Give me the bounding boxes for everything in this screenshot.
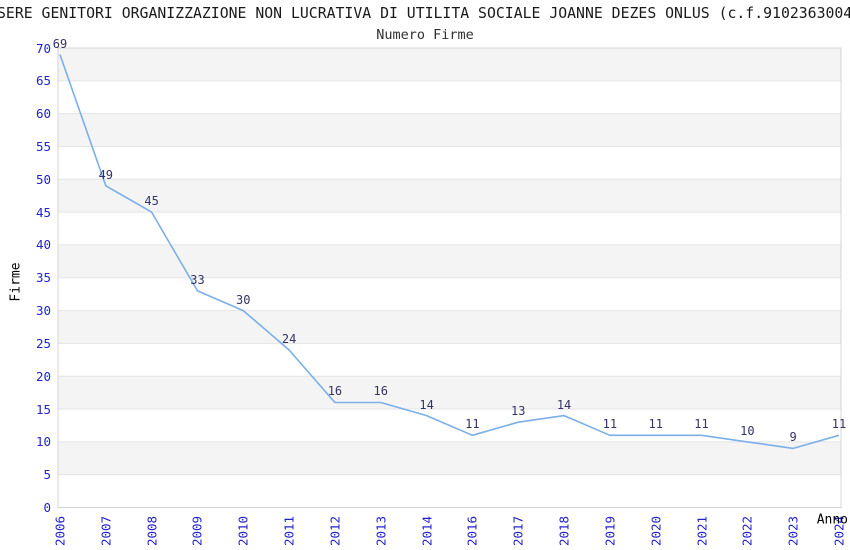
x-tick-label: 2014 — [419, 515, 435, 547]
data-point-label: 33 — [190, 272, 205, 287]
y-tick-label: 70 — [35, 40, 51, 56]
y-tick-label: 10 — [35, 434, 51, 450]
y-tick-label: 5 — [43, 467, 51, 483]
y-tick-label: 65 — [35, 73, 51, 89]
x-tick-label: 2018 — [556, 515, 572, 547]
x-axis-title: Anno — [816, 512, 848, 528]
x-tick-label: 2013 — [373, 515, 389, 547]
x-tick-label: 2017 — [510, 515, 526, 547]
y-tick-label: 30 — [35, 303, 51, 319]
plot-band — [58, 113, 841, 147]
x-tick-label: 2006 — [52, 515, 68, 547]
plot-band — [58, 310, 841, 344]
data-point-label: 9 — [789, 430, 797, 445]
y-tick-label: 50 — [35, 171, 51, 187]
data-point-label: 13 — [511, 404, 526, 419]
plot-band — [58, 244, 841, 278]
x-tick-label: 2010 — [235, 515, 251, 547]
plot-band — [58, 441, 841, 475]
data-point-label: 11 — [602, 417, 618, 432]
y-tick-label: 45 — [35, 204, 51, 220]
y-tick-label: 55 — [35, 138, 51, 154]
data-point-label: 14 — [556, 397, 572, 412]
data-point-label: 16 — [373, 384, 388, 399]
x-tick-label: 2007 — [98, 515, 114, 547]
plot-border — [57, 47, 842, 508]
plot-band — [58, 376, 841, 410]
data-point-label: 11 — [831, 417, 847, 432]
x-tick-label: 2012 — [327, 515, 343, 547]
x-tick-label: 2009 — [189, 515, 205, 547]
data-point-label: 16 — [327, 384, 343, 399]
data-point-label: 11 — [694, 417, 709, 432]
x-tick-label: 2016 — [464, 515, 480, 547]
x-tick-label: 2011 — [281, 515, 297, 547]
x-tick-label: 2021 — [694, 515, 710, 547]
data-point-label: 45 — [144, 194, 159, 209]
y-tick-label: 0 — [43, 500, 51, 515]
data-point-label: 14 — [419, 397, 434, 412]
y-tick-label: 60 — [35, 106, 51, 122]
x-tick-label: 2020 — [648, 515, 664, 547]
x-tick-label: 2022 — [739, 515, 755, 547]
y-tick-label: 20 — [35, 368, 51, 384]
y-tick-label: 35 — [35, 270, 51, 286]
data-point-label: 49 — [98, 167, 114, 182]
x-tick-label: 2008 — [144, 515, 160, 547]
plot-bands — [58, 48, 841, 475]
plot-band — [58, 48, 841, 81]
data-point-label: 10 — [740, 423, 755, 438]
plot-band — [58, 179, 841, 213]
chart-subtitle: Numero Firme — [376, 27, 474, 43]
series-line — [59, 54, 840, 450]
x-tick-label: 2019 — [602, 515, 618, 547]
y-tick-label: 40 — [35, 237, 51, 253]
data-point-label: 69 — [52, 36, 68, 51]
chart-title: SERE GENITORI ORGANIZZAZIONE NON LUCRATI… — [0, 5, 850, 22]
data-point-label: 11 — [648, 417, 663, 432]
y-tick-label: 15 — [35, 401, 51, 417]
x-tick-label: 2023 — [785, 515, 801, 547]
data-point-label: 24 — [281, 331, 297, 346]
y-tick-label: 25 — [35, 335, 51, 351]
data-point-label: 11 — [465, 417, 480, 432]
data-point-label: 30 — [236, 292, 251, 307]
